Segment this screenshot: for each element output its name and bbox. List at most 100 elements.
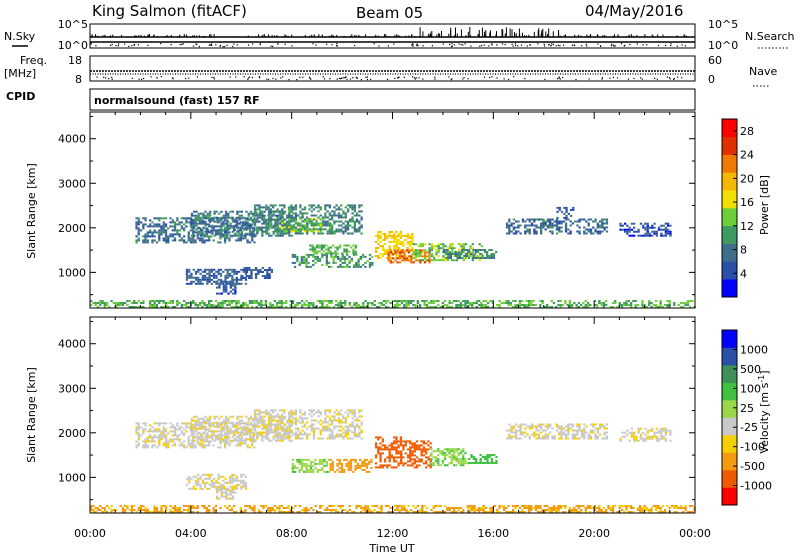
heatmap-cell — [220, 433, 223, 436]
nsky-dot — [470, 45, 472, 47]
heatmap-cell — [439, 464, 442, 467]
heatmap-cell — [155, 430, 159, 433]
freq-dot — [322, 76, 324, 78]
heatmap-cell — [445, 251, 448, 253]
heatmap-cell — [542, 218, 545, 221]
heatmap-cell — [270, 234, 273, 237]
heatmap-cell — [351, 423, 354, 426]
heatmap-cell — [366, 306, 370, 308]
heatmap-cell — [657, 228, 661, 231]
heatmap-cell — [414, 257, 418, 260]
heatmap-cell — [305, 458, 308, 461]
heatmap-cell — [633, 230, 636, 233]
heatmap-cell — [99, 300, 102, 302]
heatmap-cell — [260, 304, 263, 306]
heatmap-cell — [394, 251, 397, 254]
heatmap-cell — [256, 212, 259, 215]
heatmap-cell — [397, 234, 400, 237]
heatmap-cell — [399, 462, 403, 465]
heatmap-cell — [247, 419, 250, 422]
heatmap-cell — [331, 460, 334, 463]
heatmap-cell — [407, 259, 411, 262]
heatmap-cell — [214, 438, 218, 441]
heatmap-cell — [258, 413, 261, 416]
heatmap-cell — [217, 436, 220, 439]
heatmap-cell — [375, 306, 379, 308]
heatmap-cell — [411, 236, 414, 239]
heatmap-cell — [323, 470, 326, 473]
heatmap-cell — [407, 300, 410, 302]
freq-dot — [418, 77, 420, 79]
heatmap-cell — [198, 237, 202, 240]
heatmap-cell — [254, 273, 258, 275]
heatmap-cell — [253, 300, 256, 302]
heatmap-cell — [192, 280, 195, 283]
heatmap-cell — [208, 428, 211, 431]
heatmap-cell — [688, 300, 692, 302]
heatmap-cell — [460, 245, 463, 248]
heatmap-cell — [482, 304, 485, 306]
heatmap-cell — [238, 210, 241, 213]
heatmap-cell — [183, 239, 186, 242]
heatmap-cell — [94, 304, 97, 306]
heatmap-cell — [229, 284, 232, 287]
heatmap-cell — [441, 462, 444, 465]
heatmap-cell — [349, 206, 352, 209]
heatmap-cell — [386, 456, 389, 459]
heatmap-cell — [233, 234, 237, 237]
heatmap-cell — [287, 435, 291, 438]
heatmap-cell — [342, 435, 345, 438]
heatmap-cell — [142, 428, 145, 431]
heatmap-cell — [208, 272, 211, 275]
heatmap-cell — [344, 228, 347, 231]
heatmap-cell — [208, 440, 211, 443]
heatmap-cell — [533, 228, 536, 231]
heatmap-cell — [236, 415, 239, 418]
heatmap-cell — [252, 423, 255, 426]
heatmap-cell — [355, 423, 359, 426]
heatmap-cell — [395, 257, 398, 259]
heatmap-cell — [339, 306, 342, 308]
heatmap-cell — [318, 462, 322, 465]
heatmap-cell — [291, 255, 294, 258]
heatmap-cell — [276, 413, 279, 416]
heatmap-cell — [397, 239, 400, 241]
heatmap-cell — [294, 208, 297, 211]
heatmap-cell — [232, 227, 236, 230]
heatmap-cell — [555, 218, 559, 221]
heatmap-cell — [623, 228, 627, 231]
heatmap-cell — [435, 249, 438, 252]
heatmap-cell — [628, 234, 631, 237]
heatmap-cell — [178, 440, 181, 443]
heatmap-cell — [187, 235, 190, 238]
heatmap-cell — [253, 217, 256, 220]
heatmap-cell — [203, 233, 206, 236]
heatmap-cell — [277, 234, 280, 237]
heatmap-cell — [569, 220, 572, 223]
heatmap-cell — [397, 255, 400, 257]
heatmap-cell — [568, 304, 571, 306]
heatmap-cell — [328, 419, 331, 422]
heatmap-cell — [235, 280, 238, 283]
heatmap-cell — [190, 226, 194, 229]
heatmap-cell — [518, 304, 522, 306]
heatmap-cell — [160, 422, 163, 425]
heatmap-cell — [389, 302, 392, 304]
heatmap-cell — [213, 415, 216, 418]
heatmap-cell — [267, 224, 270, 227]
heatmap-cell — [192, 268, 195, 271]
heatmap-cell — [437, 458, 440, 461]
heatmap-cell — [214, 300, 218, 302]
heatmap-cell — [254, 275, 258, 277]
freq-dot — [96, 76, 98, 78]
heatmap-cell — [228, 475, 232, 478]
heatmap-cell — [246, 227, 249, 230]
heatmap-cell — [164, 440, 168, 443]
nsky-dot — [137, 44, 139, 46]
heatmap-cell — [228, 282, 232, 285]
heatmap-cell — [434, 306, 438, 308]
heatmap-cell — [209, 212, 212, 215]
heatmap-cell — [308, 220, 311, 223]
heatmap-cell — [400, 454, 403, 457]
